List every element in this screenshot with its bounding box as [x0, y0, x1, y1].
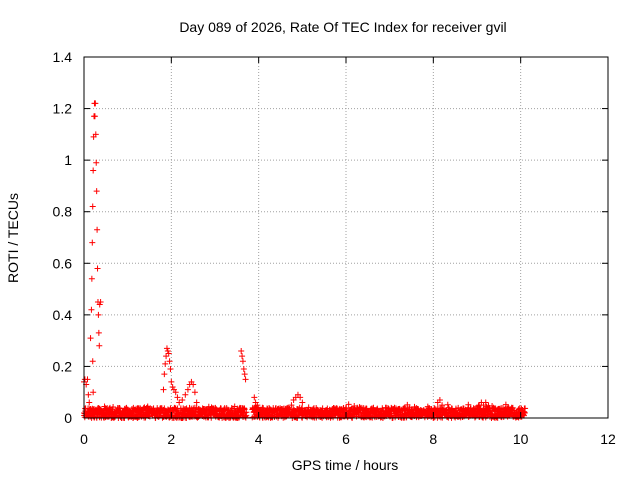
spike-point [84, 376, 91, 383]
spike-point [167, 366, 174, 373]
spike-point [176, 399, 183, 406]
x-tick-label: 12 [600, 431, 616, 447]
baseline-point [444, 401, 451, 408]
spike-point [242, 376, 249, 383]
x-tick-label: 6 [342, 431, 350, 447]
spike-point [239, 358, 246, 365]
y-tick-label: 1 [64, 152, 72, 168]
spike-point [95, 329, 102, 336]
spike-point [179, 396, 186, 403]
spike-point [89, 239, 96, 246]
spike-point [89, 358, 96, 365]
y-axis-label: ROTI / TECUs [5, 193, 21, 283]
spike-point [85, 391, 92, 398]
spike-point [163, 353, 170, 360]
spike-point [240, 366, 247, 373]
y-tick-label: 0.8 [53, 204, 73, 220]
spike-point [241, 371, 248, 378]
x-tick-label: 4 [255, 431, 263, 447]
baseline-point [110, 403, 117, 410]
spike-point [96, 301, 103, 308]
data-points [81, 100, 529, 421]
spike-point [90, 167, 97, 174]
spike-point [96, 342, 103, 349]
spike-point [95, 311, 102, 318]
spike-point [191, 389, 198, 396]
spike-point [97, 298, 104, 305]
spike-point [288, 402, 295, 409]
spike-point [239, 353, 246, 360]
spike-point [91, 113, 98, 120]
x-tick-label: 10 [513, 431, 529, 447]
baseline-point [195, 413, 202, 420]
x-tick-label: 2 [167, 431, 175, 447]
spike-point [436, 396, 443, 403]
spike-point [163, 345, 170, 352]
y-tick-label: 0 [64, 410, 72, 426]
baseline-point [521, 410, 528, 417]
spike-point [165, 350, 172, 357]
spike-point [90, 389, 97, 396]
spike-point [169, 384, 176, 391]
spike-point [182, 391, 189, 398]
spike-point [166, 358, 173, 365]
grid-lines [84, 57, 608, 418]
spike-point [439, 402, 446, 409]
spike-point [92, 100, 99, 107]
x-tick-label: 0 [80, 431, 88, 447]
spike-point [174, 394, 181, 401]
y-tick-label: 0.6 [53, 255, 73, 271]
baseline-point [520, 408, 527, 415]
spike-point [88, 275, 95, 282]
spike-point [89, 203, 96, 210]
spike-point [297, 394, 304, 401]
spike-point [164, 347, 171, 354]
spike-point [93, 188, 100, 195]
spike-point [87, 407, 94, 414]
spike-point [93, 159, 100, 166]
y-tick-label: 0.4 [53, 307, 73, 323]
spike-point [238, 347, 245, 354]
spike-point [251, 394, 258, 401]
spike-point [168, 378, 175, 385]
baseline-point [509, 404, 516, 411]
y-tick-label: 1.4 [53, 49, 73, 65]
spike-point [88, 306, 95, 313]
x-axis-label: GPS time / hours [292, 457, 399, 473]
spike-point [161, 371, 168, 378]
baseline-point [502, 401, 509, 408]
spike-point [86, 399, 93, 406]
chart-title: Day 089 of 2026, Rate Of TEC Index for r… [179, 19, 506, 35]
spike-point [254, 402, 261, 409]
baseline-point [345, 401, 352, 408]
spike-point [193, 399, 200, 406]
spike-point [482, 399, 489, 406]
spike-point [87, 335, 94, 342]
spike-point [162, 360, 169, 367]
baseline-point [243, 412, 250, 419]
y-tick-label: 1.2 [53, 101, 73, 117]
y-tick-label: 0.2 [53, 358, 73, 374]
axis-ticks: 0 2 4 6 8 10 12 0 0.2 0.4 0.6 0.8 1 1.2 1.4 [53, 49, 616, 447]
x-tick-label: 8 [429, 431, 437, 447]
spike-point [299, 399, 306, 406]
spike-point [184, 386, 191, 393]
spike-point [92, 131, 99, 138]
spike-point [94, 265, 101, 272]
spike-point [190, 381, 197, 388]
spike-point [172, 389, 179, 396]
spike-point [94, 226, 101, 233]
spike-point [160, 386, 167, 393]
